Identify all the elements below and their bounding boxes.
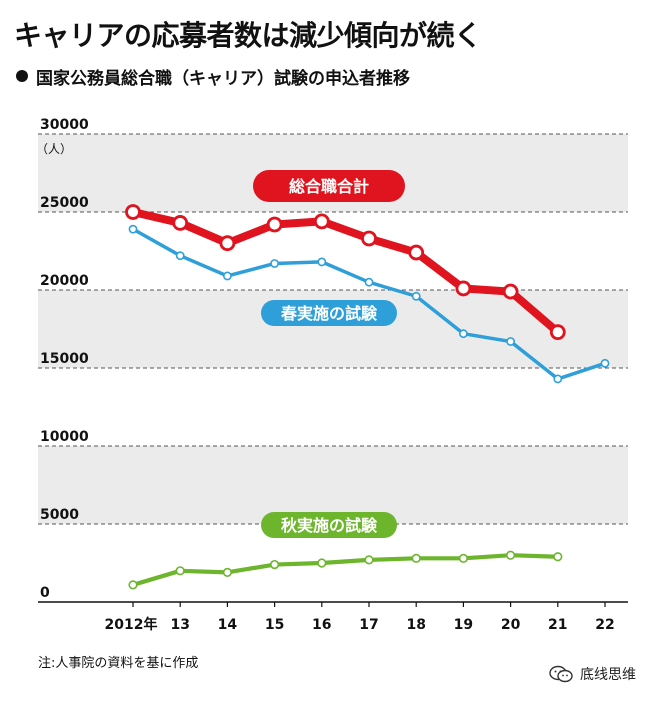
x-tick-label: 2012年 bbox=[105, 616, 158, 633]
grid-band bbox=[38, 446, 628, 524]
data-point bbox=[125, 204, 141, 220]
x-tick-label: 14 bbox=[218, 617, 238, 633]
data-point bbox=[455, 280, 472, 297]
data-point bbox=[600, 358, 610, 368]
x-tick-label: 21 bbox=[548, 617, 567, 633]
watermark: 底线思维 bbox=[548, 664, 636, 684]
y-tick-label: 20000 bbox=[40, 273, 89, 289]
x-tick-label: 16 bbox=[312, 617, 331, 633]
x-tick-label: 18 bbox=[406, 617, 425, 633]
data-point bbox=[222, 567, 232, 577]
data-point bbox=[313, 213, 330, 230]
data-point bbox=[175, 251, 185, 261]
data-point bbox=[458, 553, 469, 563]
data-point bbox=[128, 580, 138, 590]
bullet-icon bbox=[16, 70, 28, 82]
data-point bbox=[175, 566, 185, 576]
series-label-spring: 春実施の試験 bbox=[261, 300, 397, 326]
chart-subtitle: 国家公務員総合職（キャリア）試験の申込者推移 bbox=[36, 69, 410, 89]
series-label-autumn: 秋実施の試験 bbox=[261, 512, 397, 538]
data-point bbox=[408, 244, 425, 261]
series-label-text: 秋実施の試験 bbox=[281, 516, 378, 535]
series-line bbox=[129, 208, 562, 337]
watermark-text: 底线思维 bbox=[580, 667, 636, 683]
series-label-pill bbox=[261, 300, 397, 326]
y-tick-label: 30000 bbox=[40, 117, 89, 133]
data-point bbox=[506, 550, 516, 560]
data-point bbox=[219, 235, 236, 252]
source-note: 注:人事院の資料を基に作成 bbox=[38, 656, 199, 671]
y-tick-label: 0 bbox=[40, 585, 50, 601]
data-point bbox=[317, 257, 327, 267]
chart-title: キャリアの応募者数は減少傾向が続く bbox=[14, 19, 482, 52]
y-unit-label: （人） bbox=[36, 142, 72, 156]
x-tick-label: 17 bbox=[359, 617, 378, 633]
data-point bbox=[411, 291, 421, 301]
x-tick-label: 13 bbox=[170, 617, 189, 633]
series-label-text: 春実施の試験 bbox=[280, 304, 378, 323]
x-tick-label: 19 bbox=[454, 617, 473, 633]
data-point bbox=[270, 259, 279, 268]
data-point bbox=[411, 553, 421, 563]
data-point bbox=[364, 555, 374, 565]
data-point bbox=[364, 277, 374, 287]
series-total bbox=[125, 204, 566, 341]
data-point bbox=[270, 559, 280, 570]
series-label-text: 総合職合計 bbox=[289, 177, 369, 196]
data-point bbox=[553, 374, 563, 384]
data-point bbox=[317, 558, 327, 568]
y-tick-label: 10000 bbox=[40, 429, 89, 445]
x-tick-label: 22 bbox=[595, 617, 614, 633]
y-tick-label: 15000 bbox=[40, 351, 89, 367]
data-point bbox=[553, 552, 563, 562]
data-point bbox=[266, 216, 283, 233]
data-point bbox=[502, 283, 519, 300]
wechat-icon bbox=[549, 665, 573, 683]
series-label-pill bbox=[253, 170, 405, 202]
data-point bbox=[458, 329, 468, 339]
series-line bbox=[130, 553, 560, 587]
series-autumn bbox=[128, 550, 563, 590]
data-point bbox=[222, 271, 232, 281]
x-tick-label: 20 bbox=[501, 617, 521, 633]
series-label-pill bbox=[261, 512, 397, 538]
data-point bbox=[128, 224, 138, 234]
series-spring bbox=[128, 224, 610, 384]
y-tick-label: 5000 bbox=[40, 507, 79, 523]
data-point bbox=[361, 230, 377, 247]
y-tick-label: 25000 bbox=[40, 195, 89, 211]
data-point bbox=[172, 215, 189, 231]
data-point bbox=[549, 324, 566, 341]
data-point bbox=[506, 337, 515, 346]
series-label-total: 総合職合計 bbox=[253, 170, 405, 202]
x-tick-label: 15 bbox=[265, 617, 284, 633]
